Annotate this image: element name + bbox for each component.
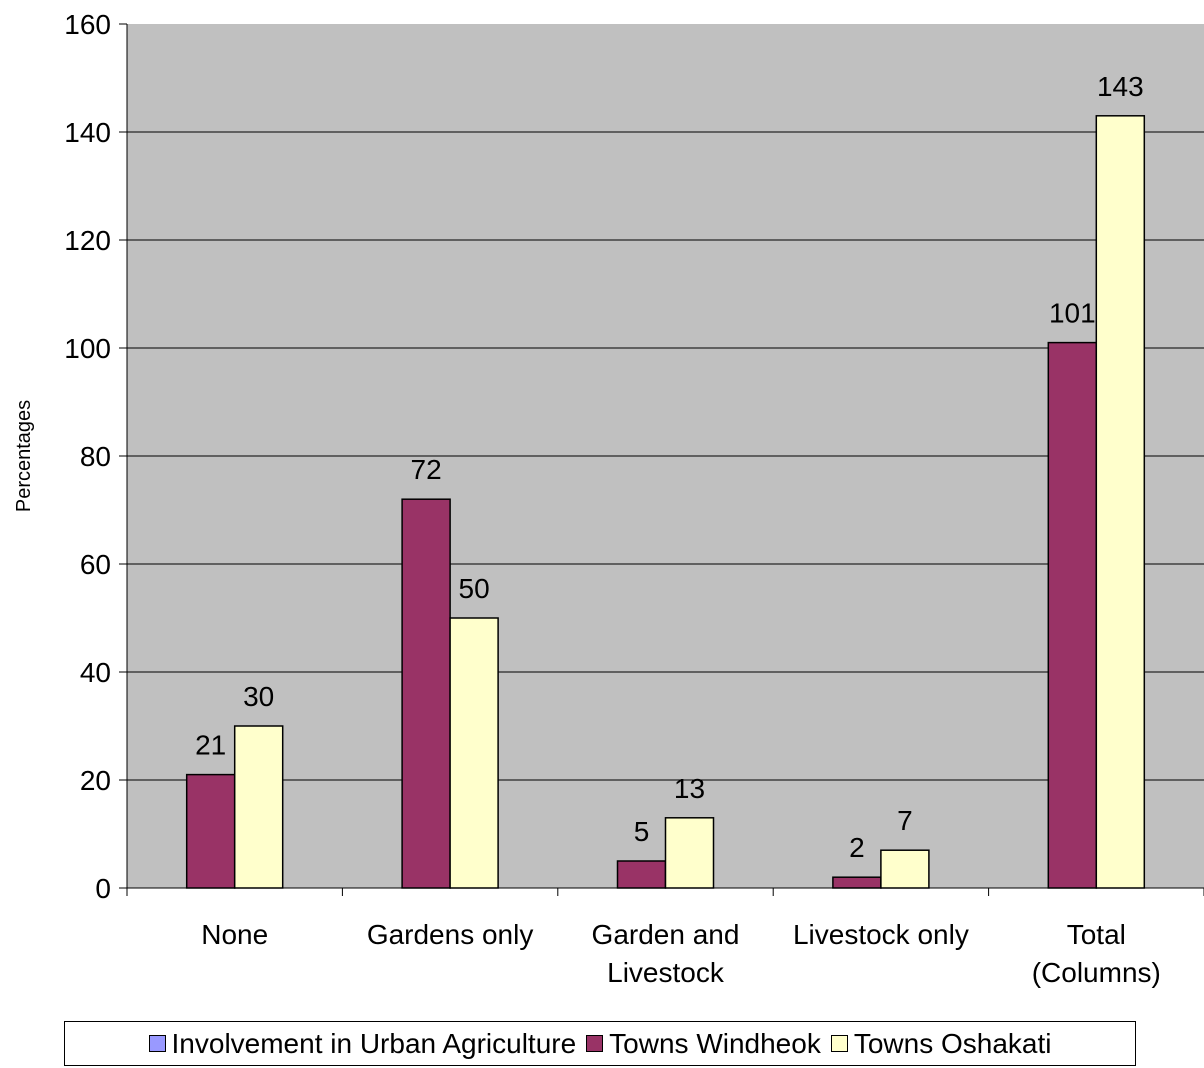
data-label: 72 — [411, 454, 442, 485]
bar — [616, 860, 667, 889]
axes: 0 20 40 60 80 100 120 140 160 None Gardens only Gar… — [64, 9, 1204, 988]
y-axis-title: Percentages — [13, 400, 35, 512]
bar — [832, 876, 882, 889]
x-tick-label: Livestock — [607, 957, 725, 988]
y-tick-label: 160 — [64, 9, 111, 40]
y-tick-label: 140 — [64, 117, 111, 148]
y-tick-label: 80 — [80, 441, 111, 472]
bar — [185, 773, 236, 889]
data-label: 5 — [634, 816, 650, 847]
gridlines — [127, 131, 1204, 781]
legend-item: Towns Oshakati — [830, 1027, 1052, 1060]
y-tick-label: 120 — [64, 225, 111, 256]
data-label: 143 — [1097, 71, 1144, 102]
y-tick-label: 100 — [64, 333, 111, 364]
legend-label: Involvement in Urban Agriculture — [171, 1027, 577, 1059]
legend-label: Towns Oshakati — [853, 1027, 1052, 1059]
data-label: 21 — [195, 730, 226, 761]
chart: 21 30 72 50 5 13 2 7 101 143 0 20 40 60 80 100 120 140 16… — [13, 9, 1204, 988]
x-tick-label: Gardens only — [367, 919, 534, 950]
x-tick-label: None — [201, 919, 268, 950]
data-label: 7 — [897, 805, 913, 836]
bar — [880, 849, 930, 889]
data-label: 13 — [674, 773, 705, 804]
y-tick-label: 40 — [80, 657, 111, 688]
bar — [664, 817, 715, 889]
y-tick-label: 60 — [80, 549, 111, 580]
x-tick-label: Garden and — [592, 919, 740, 950]
y-tick-label: 0 — [95, 873, 111, 904]
legend: Involvement in Urban Agriculture Towns Wi… — [64, 1021, 1136, 1066]
data-label: 101 — [1049, 298, 1096, 329]
bar — [1047, 341, 1098, 889]
legend-item: Towns Windheok — [586, 1028, 821, 1060]
x-tick-label: Total — [1067, 919, 1126, 950]
x-tick-label: Livestock only — [793, 919, 969, 950]
legend-item: Involvement in Urban Agriculture — [148, 1027, 577, 1060]
legend-swatch — [148, 1035, 166, 1052]
x-tick-label: (Columns) — [1032, 957, 1161, 988]
legend-swatch — [586, 1035, 604, 1052]
legend-swatch — [830, 1035, 848, 1052]
bar — [401, 498, 451, 889]
data-label: 2 — [849, 832, 865, 863]
bar — [233, 725, 284, 889]
bar — [1095, 115, 1146, 889]
bar — [449, 617, 499, 889]
data-labels: 21 30 72 50 5 13 2 7 101 143 — [195, 71, 1144, 863]
legend-label: Towns Windheok — [609, 1027, 821, 1059]
data-label: 30 — [243, 681, 274, 712]
data-label: 50 — [459, 573, 490, 604]
y-tick-label: 20 — [80, 765, 111, 796]
